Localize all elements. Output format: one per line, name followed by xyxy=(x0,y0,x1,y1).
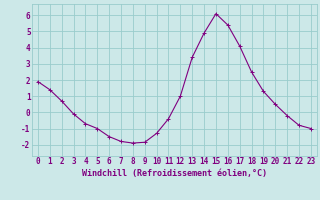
X-axis label: Windchill (Refroidissement éolien,°C): Windchill (Refroidissement éolien,°C) xyxy=(82,169,267,178)
